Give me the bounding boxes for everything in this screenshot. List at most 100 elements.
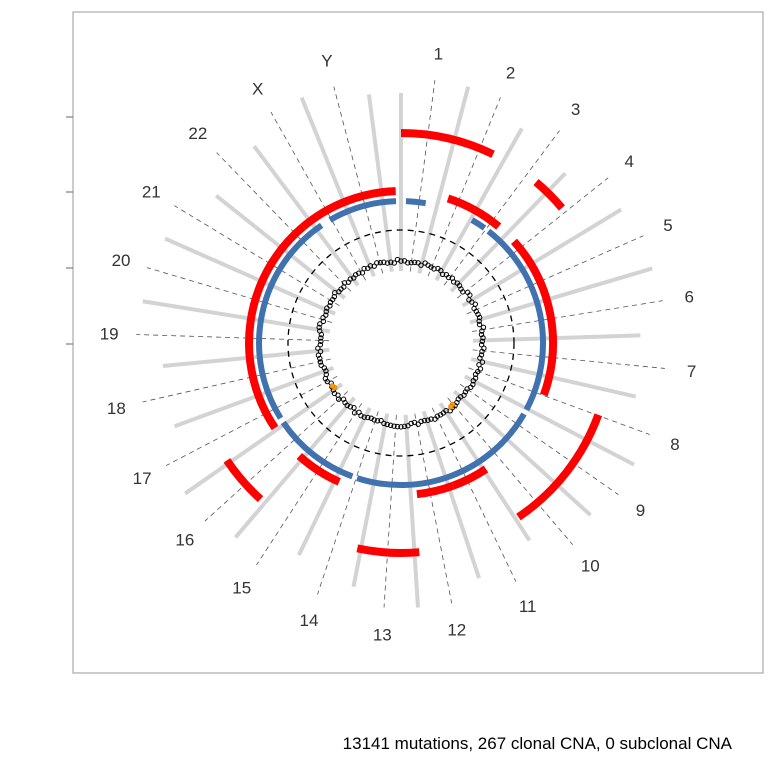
mutation-point bbox=[381, 259, 387, 265]
cna-gain-segment bbox=[300, 187, 396, 230]
chromosome-label: 10 bbox=[581, 556, 600, 575]
mutation-track bbox=[315, 256, 487, 430]
cna-gain-segment bbox=[516, 413, 603, 521]
chromosome-label: 1 bbox=[434, 44, 443, 63]
mutation-point bbox=[368, 415, 374, 421]
chromosome-midline bbox=[146, 267, 333, 323]
chromosome-boundary-ray bbox=[452, 389, 592, 517]
reference-dashed-circle bbox=[287, 229, 515, 457]
chromosome-label: 3 bbox=[571, 100, 580, 119]
mutation-point bbox=[472, 371, 479, 378]
mutation-point bbox=[425, 417, 431, 423]
mutation-point bbox=[331, 390, 338, 397]
chromosome-label: 21 bbox=[142, 183, 161, 202]
mutation-point bbox=[411, 419, 418, 426]
mutation-point bbox=[479, 348, 485, 355]
mutation-point bbox=[317, 341, 324, 348]
chromosome-label: 6 bbox=[685, 287, 694, 306]
mutation-point bbox=[318, 362, 324, 368]
chromosome-label: 15 bbox=[232, 579, 251, 598]
mutation-point bbox=[374, 260, 380, 266]
mutation-point bbox=[391, 260, 397, 266]
chromosome-label: 18 bbox=[107, 399, 126, 418]
mutation-point bbox=[351, 410, 358, 416]
mutation-point bbox=[315, 345, 321, 351]
chromosome-midline bbox=[409, 80, 436, 272]
cna-neutral-segment bbox=[356, 412, 527, 489]
chromosome-label: 12 bbox=[447, 621, 466, 640]
chromosome-midline bbox=[136, 334, 330, 342]
mutation-point bbox=[318, 335, 324, 341]
chromosome-boundary-ray bbox=[461, 207, 623, 308]
mutation-point bbox=[418, 262, 424, 268]
mutation-point bbox=[405, 260, 411, 266]
cna-neutral-segment bbox=[256, 222, 324, 420]
mutation-point bbox=[401, 423, 408, 430]
cna-gain-segment bbox=[416, 482, 455, 499]
mutation-point bbox=[460, 289, 466, 295]
chromosome-label: 5 bbox=[663, 216, 672, 235]
mutation-point bbox=[317, 355, 323, 362]
chromosome-boundary-ray bbox=[417, 86, 471, 274]
mutation-point bbox=[476, 318, 482, 324]
chromosome-boundary-ray bbox=[233, 396, 356, 539]
mutation-point bbox=[479, 338, 486, 344]
mutation-point bbox=[316, 324, 322, 331]
chromosome-label: 16 bbox=[175, 530, 194, 549]
mutation-point bbox=[317, 348, 324, 355]
mutation-point bbox=[418, 418, 424, 425]
mutation-point bbox=[384, 260, 391, 266]
mutation-point bbox=[405, 423, 411, 429]
left-axis-ticks bbox=[66, 116, 73, 345]
cna-gain-segment bbox=[511, 238, 557, 397]
mutation-point bbox=[317, 359, 324, 365]
chromosome-boundary-ray bbox=[173, 365, 335, 429]
mutation-point bbox=[411, 259, 418, 266]
mutation-point bbox=[480, 335, 486, 341]
chromosome-label: 17 bbox=[133, 469, 152, 488]
mutation-point bbox=[323, 312, 329, 318]
mutation-point bbox=[394, 256, 401, 263]
mutation-point bbox=[320, 318, 327, 325]
chromosome-boundary-ray bbox=[421, 410, 481, 579]
mutation-point bbox=[391, 423, 397, 429]
chromosome-boundary-ray bbox=[164, 236, 336, 316]
mutation-point bbox=[367, 263, 374, 269]
cna-gain-segment bbox=[223, 458, 264, 503]
mutation-point bbox=[388, 259, 394, 265]
cna-neutral-segment bbox=[486, 228, 547, 412]
chromosome-label: 22 bbox=[188, 124, 207, 143]
chromosome-label: 20 bbox=[112, 251, 131, 270]
chromosome-label: 9 bbox=[636, 501, 645, 520]
mutation-point bbox=[317, 328, 323, 334]
chromosome-midline bbox=[459, 383, 619, 495]
clonal-cna-track bbox=[223, 129, 603, 557]
chromosome-midline bbox=[472, 300, 663, 332]
mutation-point bbox=[340, 396, 347, 402]
mutation-point bbox=[318, 338, 324, 345]
mutation-point bbox=[365, 414, 371, 421]
mutation-point bbox=[378, 417, 384, 424]
mutation-point bbox=[394, 423, 401, 430]
chromosome-label: 19 bbox=[100, 325, 119, 344]
chromosome-boundary-ray bbox=[183, 382, 344, 496]
chromosome-boundary-ray bbox=[470, 357, 637, 399]
mutation-point bbox=[351, 405, 357, 411]
chromosome-label: 13 bbox=[373, 625, 392, 644]
cna-neutral-segment bbox=[328, 198, 397, 223]
mutation-point bbox=[421, 417, 428, 424]
plot-border bbox=[72, 11, 764, 674]
mutation-point bbox=[355, 270, 362, 276]
chromosome-label: 7 bbox=[687, 362, 696, 381]
chromosome-midline bbox=[457, 177, 609, 299]
mutation-point bbox=[467, 292, 473, 298]
chromosome-boundary-ray bbox=[252, 144, 360, 287]
chromosome-boundary-ray bbox=[403, 414, 420, 608]
mutation-point bbox=[323, 371, 329, 378]
mutation-point bbox=[321, 365, 328, 371]
chromosome-label: 2 bbox=[506, 63, 515, 82]
chromosome-label: X bbox=[252, 80, 263, 99]
chromosome-midline bbox=[383, 414, 397, 608]
